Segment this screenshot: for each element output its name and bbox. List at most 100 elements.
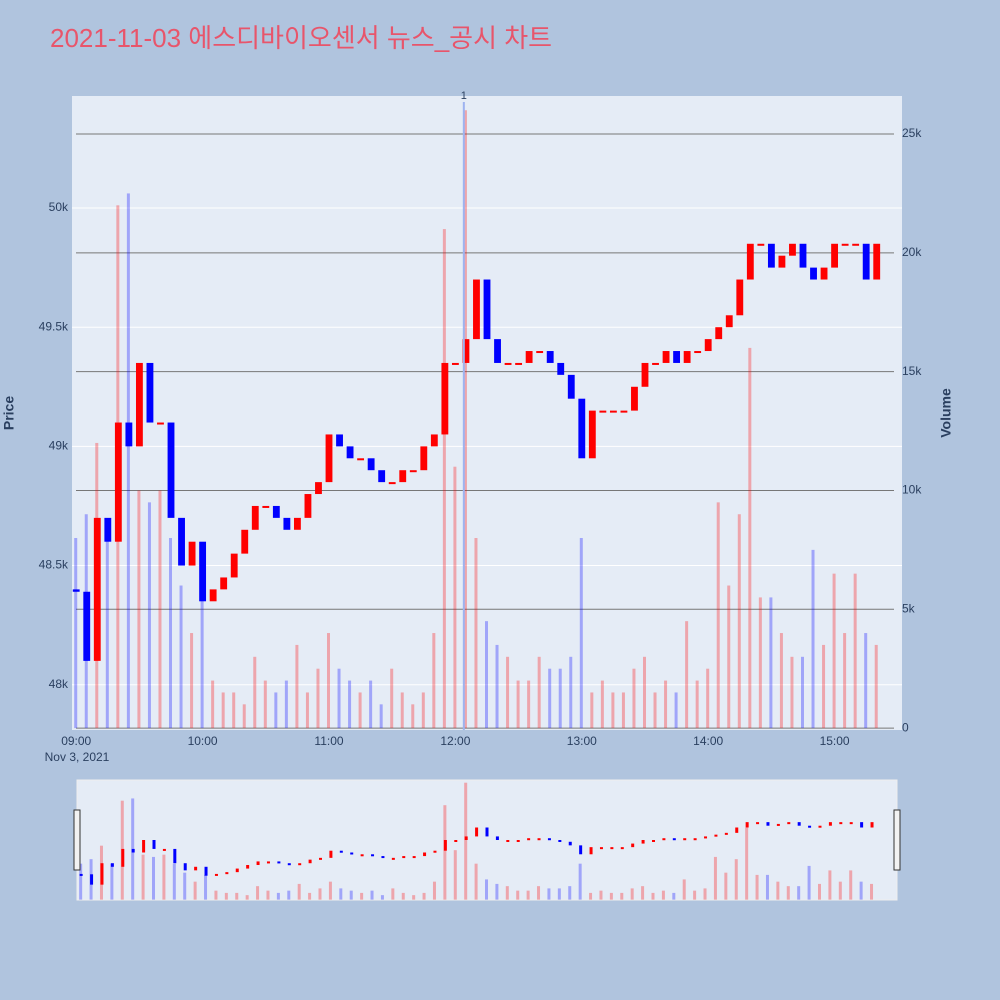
mini-volume-bar xyxy=(276,892,280,900)
mini-candle xyxy=(350,852,354,855)
volume-bar xyxy=(537,656,541,729)
mini-candle xyxy=(131,848,135,853)
candle xyxy=(473,279,480,340)
candle xyxy=(293,517,301,530)
volume-bar xyxy=(706,668,710,729)
candle xyxy=(820,267,828,280)
mini-volume-bar xyxy=(713,856,717,900)
volume-bar xyxy=(221,692,225,729)
candle xyxy=(135,362,143,447)
mini-candle xyxy=(579,845,583,855)
y2-tick-label: 25k xyxy=(902,126,922,140)
mini-candle xyxy=(808,825,812,828)
mini-candle xyxy=(714,834,718,837)
mini-candle xyxy=(818,825,822,828)
volume-bar xyxy=(769,597,773,729)
candle xyxy=(862,243,870,280)
mini-candle xyxy=(787,822,791,825)
volume-bar xyxy=(369,680,373,729)
candle xyxy=(694,351,702,354)
candle xyxy=(683,351,691,363)
volume-bar xyxy=(558,668,562,729)
candle xyxy=(609,410,617,413)
slider-handle[interactable] xyxy=(73,809,81,871)
mini-candle xyxy=(319,857,323,860)
mini-candle xyxy=(142,840,146,853)
mini-candle xyxy=(776,823,780,826)
mini-candle xyxy=(672,838,676,841)
volume-bar xyxy=(453,466,457,729)
mini-candle xyxy=(173,848,177,864)
candle xyxy=(483,279,491,340)
candle xyxy=(631,386,638,411)
mini-volume-bar xyxy=(568,886,572,900)
mini-candle xyxy=(412,856,416,859)
mini-volume-bar xyxy=(838,881,842,900)
mini-volume-bar xyxy=(318,888,322,900)
volume-bar xyxy=(516,680,520,729)
volume-bar xyxy=(642,656,646,729)
mini-volume-bar xyxy=(401,892,405,900)
volume-bar xyxy=(305,692,309,729)
mini-candle xyxy=(651,840,655,842)
candle xyxy=(588,410,596,459)
volume-bar xyxy=(716,502,720,729)
mini-candle xyxy=(839,822,843,825)
mini-volume-bar xyxy=(485,879,488,900)
mini-volume-bar xyxy=(152,856,156,900)
mini-candle xyxy=(277,861,281,864)
candle xyxy=(409,470,417,473)
mini-volume-bar xyxy=(734,859,738,900)
volume-bar xyxy=(284,680,288,729)
candle xyxy=(652,362,659,365)
volume-bar xyxy=(105,537,109,729)
mini-candle xyxy=(371,854,375,857)
candle xyxy=(220,577,228,590)
mini-volume-bar xyxy=(391,888,395,900)
mini-candle xyxy=(849,822,853,825)
candle xyxy=(251,505,259,530)
mini-volume-bar xyxy=(360,892,364,900)
x-tick-label: 11:00 xyxy=(314,734,343,748)
candle xyxy=(336,434,343,447)
mini-volume-bar xyxy=(495,883,499,900)
chart-title: 2021-11-03 에스디바이오센서 뉴스_공시 차트 xyxy=(50,23,552,53)
slider-handle[interactable] xyxy=(893,809,901,871)
mini-candle xyxy=(246,865,250,869)
mini-candle xyxy=(641,840,645,844)
mini-volume-bar xyxy=(339,888,343,900)
volume-bar xyxy=(242,704,246,729)
range-slider[interactable] xyxy=(76,779,898,901)
candle xyxy=(641,362,649,387)
volume-bar xyxy=(874,644,878,729)
mini-volume-bar xyxy=(526,890,530,900)
volume-bar xyxy=(600,680,604,729)
candle xyxy=(178,517,185,566)
mini-candle xyxy=(828,822,832,826)
mini-volume-bar xyxy=(79,863,83,900)
plot-area xyxy=(72,96,902,730)
candle xyxy=(167,422,175,518)
volume-bar xyxy=(200,597,204,729)
mini-candle xyxy=(183,863,187,871)
candle xyxy=(831,243,839,268)
volume-bar xyxy=(400,692,404,729)
mini-candle xyxy=(443,840,447,851)
candle xyxy=(399,470,407,483)
mini-candle xyxy=(287,863,291,866)
mini-candle xyxy=(693,838,697,841)
mini-volume-bar xyxy=(432,881,436,900)
volume-bar xyxy=(685,621,689,729)
mini-volume-bar xyxy=(693,890,697,900)
mini-volume-bar xyxy=(224,892,228,900)
y-tick-label: 48.5k xyxy=(39,558,69,572)
candle xyxy=(378,470,386,483)
mini-volume-bar xyxy=(287,890,291,900)
mini-volume-bar xyxy=(443,805,447,900)
mini-volume-bar xyxy=(204,874,208,900)
volume-bar xyxy=(253,656,257,729)
mini-candle xyxy=(256,861,260,865)
mini-volume-bar xyxy=(505,886,509,900)
mini-volume-bar xyxy=(214,890,218,900)
mini-volume-bar xyxy=(349,890,353,900)
